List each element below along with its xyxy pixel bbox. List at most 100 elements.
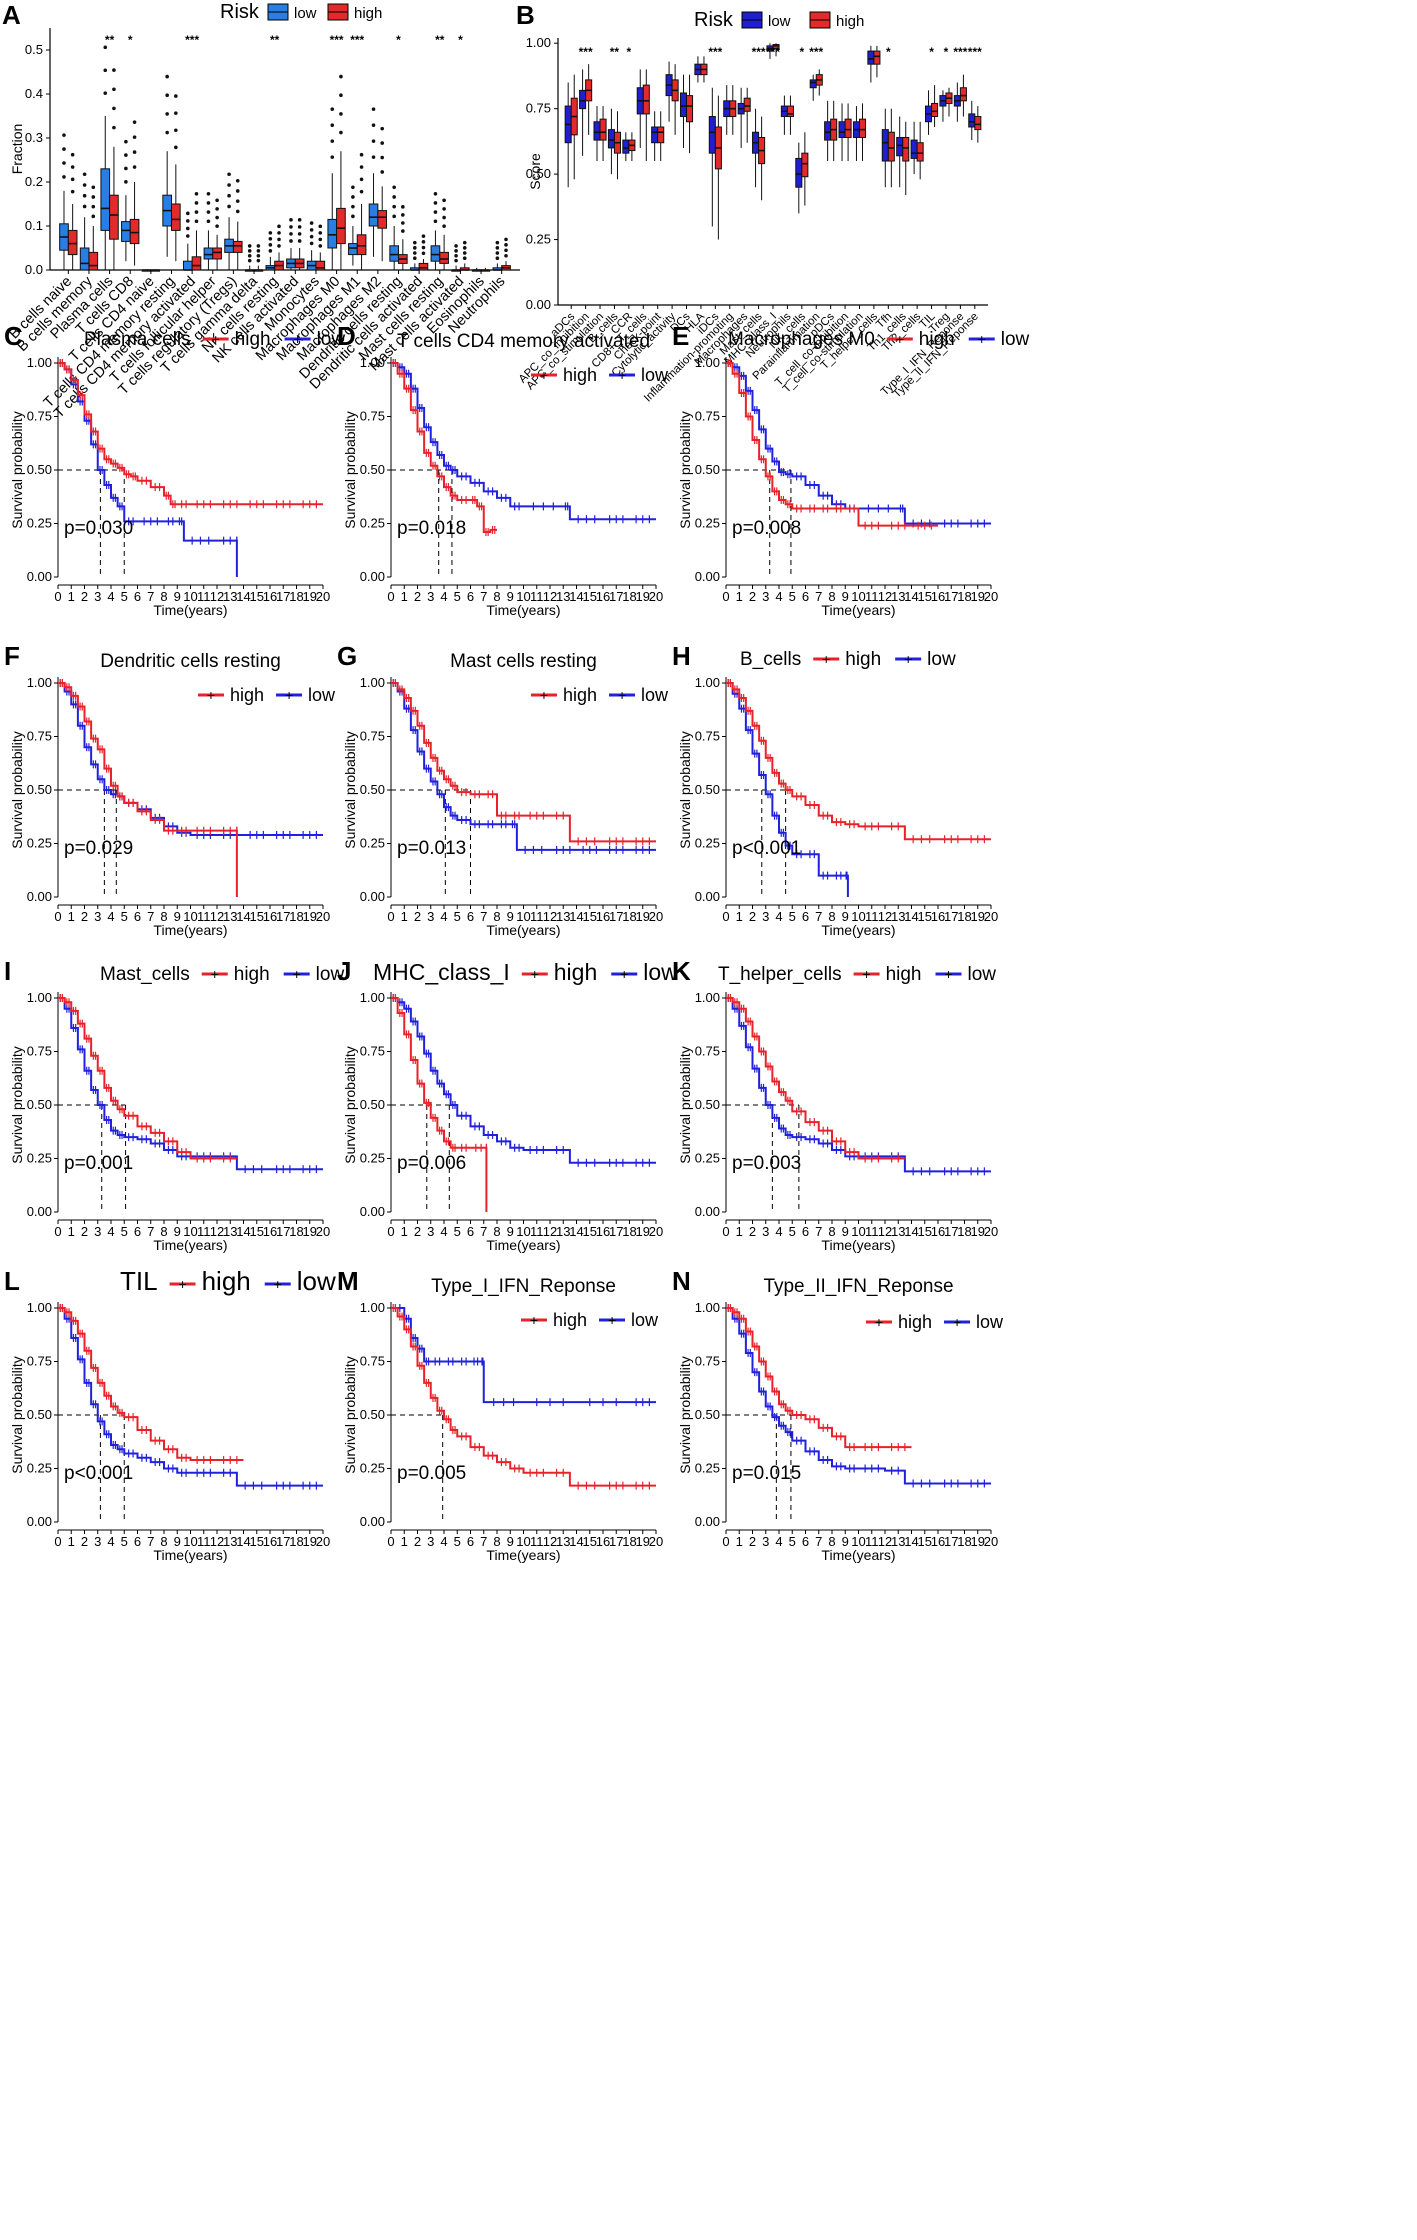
significance-stars: ** <box>610 45 620 59</box>
box-high <box>772 43 780 57</box>
box-body <box>786 105 794 118</box>
x-tick-label: 16 <box>263 589 277 604</box>
outlier-point <box>206 201 211 205</box>
box-body <box>212 247 222 260</box>
outlier-point <box>462 246 467 250</box>
outlier-point <box>371 107 376 111</box>
box-high <box>873 45 881 78</box>
x-tick-label: 4 <box>107 1224 114 1239</box>
legend-plus: + <box>540 367 548 383</box>
x-tick-label: 5 <box>121 1224 128 1239</box>
x-tick-label: 2 <box>414 1224 421 1239</box>
outlier-point <box>318 244 323 248</box>
box-low <box>327 107 338 270</box>
x-tick-label: 4 <box>440 589 447 604</box>
significance-stars: *** <box>953 45 967 59</box>
outlier-point <box>103 68 108 73</box>
x-tick-label: 6 <box>802 1224 809 1239</box>
outlier-point <box>215 215 219 220</box>
y-axis-label: Fraction <box>9 124 25 175</box>
x-tick-label: 13 <box>223 909 237 924</box>
x-tick-label: 13 <box>556 1224 570 1239</box>
x-tick-label: 9 <box>507 589 514 604</box>
legend-label-low: low <box>1001 329 1030 350</box>
outlier-point <box>371 155 376 159</box>
outlier-point <box>371 123 376 127</box>
x-tick-label: 14 <box>569 1534 583 1549</box>
box-body <box>881 129 889 162</box>
panel-letter: D <box>337 321 356 351</box>
legend-plus: + <box>618 367 626 383</box>
outlier-point <box>82 193 87 198</box>
outlier-point <box>339 74 343 79</box>
significance-stars: * <box>458 33 463 47</box>
survival-curve-low <box>391 997 656 1164</box>
outlier-point <box>165 130 169 135</box>
x-tick-label: 13 <box>223 589 237 604</box>
box-high <box>902 121 910 196</box>
box-high <box>585 64 593 135</box>
box-body <box>873 50 881 65</box>
legend-label-low: low <box>316 964 345 985</box>
outlier-point <box>124 153 128 157</box>
box-low <box>708 87 716 227</box>
p-value: p=0.006 <box>397 1153 466 1174</box>
outlier-point <box>392 204 396 209</box>
x-tick-label: 12 <box>878 589 892 604</box>
x-tick-label: 6 <box>467 909 474 924</box>
chart-title: MHC_class_I <box>373 959 510 985</box>
outlier-point <box>297 232 302 236</box>
survival-curve-low <box>726 682 849 897</box>
outlier-point <box>62 147 66 151</box>
x-tick-label: 16 <box>263 1534 277 1549</box>
y-tick-label: 0.75 <box>27 409 52 424</box>
legend-plus: + <box>944 966 952 982</box>
x-tick-label: 9 <box>842 589 849 604</box>
x-tick-label: 11 <box>865 1534 879 1549</box>
box-low <box>795 142 803 214</box>
y-axis-label: Survival probability <box>677 1046 693 1164</box>
y-tick-label: 0.0 <box>25 262 43 277</box>
y-tick-label: 0.00 <box>360 569 385 584</box>
x-tick-label: 15 <box>250 1534 264 1549</box>
x-tick-label: 18 <box>622 589 636 604</box>
box-low <box>679 74 688 148</box>
box-low <box>203 191 214 270</box>
outlier-point <box>174 145 178 150</box>
x-tick-label: 10 <box>516 589 530 604</box>
box-low <box>968 100 976 141</box>
box-body <box>959 87 967 102</box>
box-high <box>714 95 722 240</box>
outlier-point <box>504 248 508 253</box>
x-tick-label: 7 <box>147 909 154 924</box>
outlier-point <box>359 165 364 169</box>
survival-curve-low <box>726 997 991 1173</box>
x-tick-label: 7 <box>480 1534 487 1549</box>
box-low <box>286 218 296 270</box>
x-tick-label: 15 <box>918 909 932 924</box>
chart-title: Plasma cells <box>84 329 191 350</box>
x-tick-label: 5 <box>121 1534 128 1549</box>
x-tick-label: 6 <box>802 589 809 604</box>
box-high <box>700 56 708 83</box>
x-tick-label: 7 <box>147 1224 154 1239</box>
box-body <box>607 129 615 149</box>
x-tick-label: 3 <box>94 1224 101 1239</box>
x-tick-label: 2 <box>749 1224 756 1239</box>
outlier-point <box>339 93 343 98</box>
y-tick-label: 0.25 <box>695 836 720 851</box>
outlier-point <box>91 185 96 190</box>
survival-curve-high <box>58 362 323 506</box>
box-body <box>844 118 852 138</box>
y-tick-label: 0.75 <box>695 1044 720 1059</box>
x-tick-label: 4 <box>107 909 114 924</box>
panel-letter: C <box>4 321 23 351</box>
significance-stars: *** <box>809 45 823 59</box>
box-low <box>121 139 131 262</box>
x-tick-label: 17 <box>276 589 290 604</box>
outlier-point <box>401 221 405 225</box>
x-tick-label: 12 <box>210 1534 224 1549</box>
y-tick-label: 0.75 <box>360 409 385 424</box>
outlier-point <box>194 201 199 205</box>
x-tick-label: 17 <box>944 1224 958 1239</box>
